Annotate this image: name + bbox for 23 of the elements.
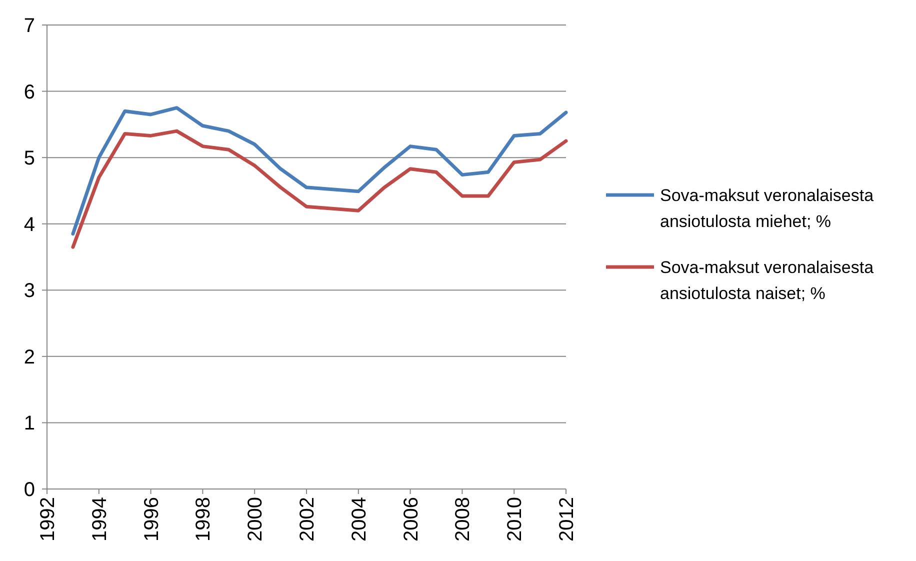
x-tick-label: 1996 [140,497,163,542]
x-tick-label: 1998 [192,497,215,542]
y-tick-label: 0 [24,479,35,501]
y-tick-label: 3 [24,280,35,302]
x-tick-label: 1992 [37,497,59,542]
y-tick-label: 5 [24,148,35,170]
x-tick-label: 2010 [504,497,526,542]
y-tick-label: 6 [24,81,35,104]
x-tick-label: 2004 [348,497,370,542]
x-tick-label: 2012 [556,497,578,542]
y-tick-label: 2 [24,346,35,368]
y-tick-label: 1 [24,412,35,435]
y-tick-label: 7 [24,15,35,37]
x-tick-label: 2000 [244,497,267,542]
y-tick-label: 4 [24,214,35,236]
x-tick-label: 2002 [296,497,318,542]
line-series [71,129,568,249]
x-tick-label: 1994 [88,497,111,542]
x-tick-label: 2006 [400,497,422,542]
legend-label: Sova-maksut veronalaisesta ansiotulosta naiset; % [660,258,874,303]
x-tick-label: 2008 [452,497,474,542]
legend-label: Sova-maksut veronalaisesta ansiotulosta miehet; % [660,186,874,231]
line-series [71,106,568,236]
